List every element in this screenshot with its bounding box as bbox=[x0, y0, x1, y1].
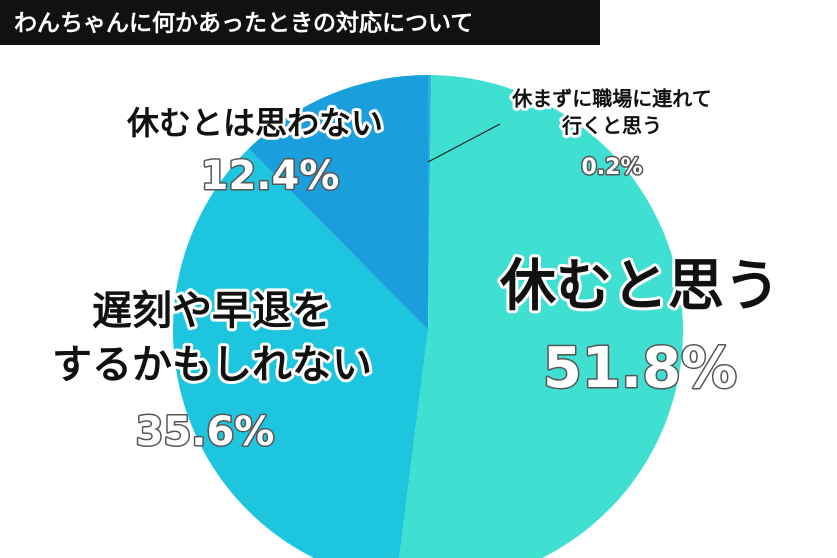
chart-title: わんちゃんに何かあったときの対応について bbox=[14, 10, 473, 37]
slice-value: 51.8% bbox=[543, 336, 737, 401]
pie-slice bbox=[173, 148, 428, 558]
slice-label: 休まずに職場に連れて行くと思う bbox=[511, 86, 711, 137]
slice-value: 12.4% bbox=[201, 153, 340, 199]
pie-slice bbox=[248, 75, 428, 330]
slice-value: 0.2% bbox=[581, 155, 642, 180]
title-box bbox=[0, 0, 600, 45]
pie bbox=[173, 75, 683, 558]
slice-value: 35.6% bbox=[136, 409, 275, 455]
pie-slice bbox=[428, 75, 432, 330]
pie-slice bbox=[399, 75, 683, 558]
slice-label: 休むとは思わない bbox=[126, 104, 383, 142]
leader-line bbox=[427, 123, 501, 163]
slice-label: 休むと思う bbox=[499, 254, 780, 319]
slice-label: 遅刻や早退をするかもしれない bbox=[52, 288, 372, 388]
